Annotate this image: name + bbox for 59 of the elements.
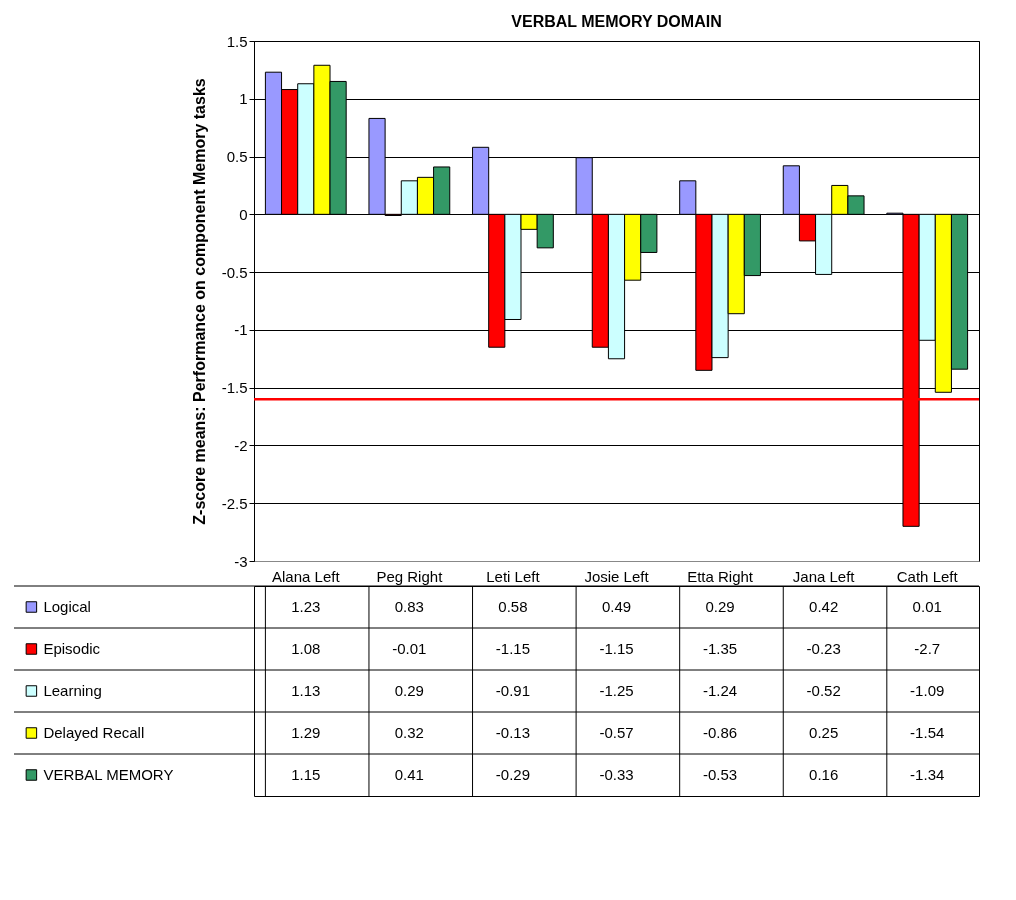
data-label: -0.91 xyxy=(495,682,531,699)
data-label: 0.25 xyxy=(809,724,839,741)
data-label: -1.15 xyxy=(495,640,531,657)
data-label: -0.52 xyxy=(806,682,841,699)
data-label: -1.24 xyxy=(702,682,738,699)
y-tick-label: -2.5 xyxy=(221,494,248,512)
data-label: -0.01 xyxy=(392,640,427,657)
data-label: 0.32 xyxy=(394,724,424,741)
x-tick-label: Alana Left xyxy=(272,567,341,585)
data-label: -0.53 xyxy=(702,766,738,783)
data-label: -0.86 xyxy=(702,724,738,741)
data-label: -1.25 xyxy=(599,682,634,699)
x-tick-label: Jana Left xyxy=(792,567,856,585)
data-label: 1.15 xyxy=(291,766,321,783)
data-label: 1.13 xyxy=(291,682,321,699)
y-tick-label: -1 xyxy=(234,321,248,339)
y-axis-title: Z-score means: Performance on component Memory tasks xyxy=(190,78,208,525)
data-label: 1.29 xyxy=(291,724,321,741)
x-tick-label: Leti Left xyxy=(486,567,541,585)
x-tick-label: Peg Right xyxy=(376,567,444,585)
data-label: 0.58 xyxy=(498,598,528,615)
data-label: 0.16 xyxy=(809,766,839,783)
data-label: -0.57 xyxy=(599,724,634,741)
legend-label: Episodic xyxy=(43,640,101,657)
data-label: -0.23 xyxy=(806,640,841,657)
y-tick-label: 0 xyxy=(239,205,248,223)
data-label: 0.41 xyxy=(394,766,424,783)
data-label: -1.09 xyxy=(910,682,945,699)
y-tick-label: 1.5 xyxy=(226,32,248,50)
legend-label: Learning xyxy=(43,682,102,699)
data-label: -2.7 xyxy=(914,640,941,657)
data-label: -1.35 xyxy=(702,640,738,657)
legend-label: Logical xyxy=(43,598,91,615)
data-label: -1.54 xyxy=(910,724,945,741)
data-label: 1.08 xyxy=(291,640,321,657)
y-tick-label: 0.5 xyxy=(226,148,248,166)
data-label: -0.13 xyxy=(495,724,531,741)
data-label: 0.01 xyxy=(912,598,942,615)
data-label: -0.29 xyxy=(495,766,531,783)
data-label: -1.15 xyxy=(599,640,634,657)
chart-title: VERBAL MEMORY DOMAIN xyxy=(511,13,722,30)
legend-label: VERBAL MEMORY xyxy=(43,766,174,783)
x-tick-label: Etta Right xyxy=(687,567,754,585)
data-label: 0.42 xyxy=(809,598,839,615)
y-tick-label: 1 xyxy=(239,90,248,108)
x-tick-label: Cath Left xyxy=(896,567,959,585)
legend-label: Delayed Recall xyxy=(43,724,145,741)
data-label: 0.49 xyxy=(601,598,632,615)
data-label: -1.34 xyxy=(910,766,945,783)
y-tick-label: -0.5 xyxy=(221,263,248,281)
data-label: 0.83 xyxy=(394,598,424,615)
data-label: -0.33 xyxy=(599,766,634,783)
data-label: 0.29 xyxy=(394,682,424,699)
x-tick-label: Josie Left xyxy=(584,567,650,585)
data-label: 0.29 xyxy=(705,598,735,615)
y-tick-label: -1.5 xyxy=(221,379,248,397)
y-tick-label: -2 xyxy=(234,436,248,454)
data-label: 1.23 xyxy=(291,598,321,615)
y-tick-label: -3 xyxy=(234,552,248,570)
